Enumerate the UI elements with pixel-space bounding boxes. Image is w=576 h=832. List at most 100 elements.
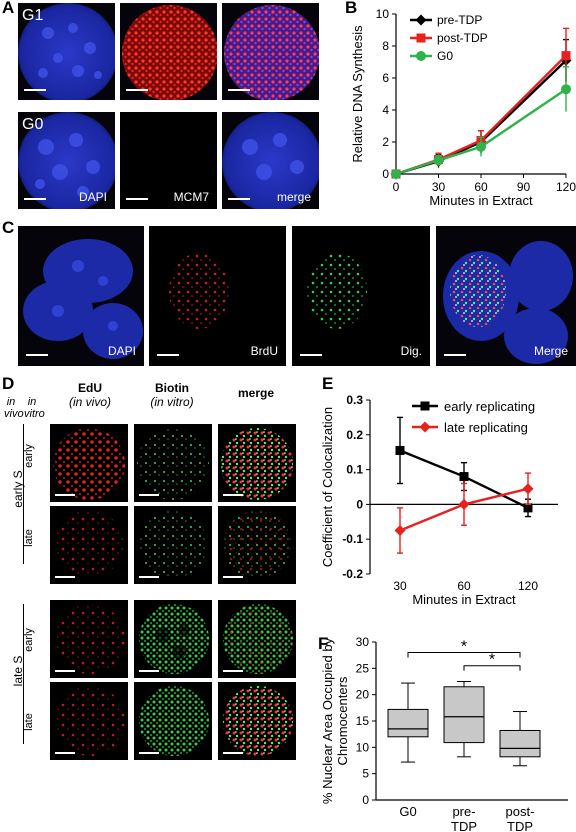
legend-marker [420,401,430,411]
x-axis-label: Minutes in Extract [412,592,516,607]
x-tick-label: 90 [517,180,531,194]
micrograph-d-late-s-late-merge [218,682,296,760]
row-label-early: early [23,628,35,652]
row-label-g0: G0 [22,116,44,133]
scale-bar [55,670,75,672]
micrograph-d-early-s-late-merge [218,506,296,584]
scale-bar [24,89,46,91]
x-tick-label: 60 [457,579,471,593]
y-axis-label: Relative DNA Synthesis [350,25,365,163]
scale-bar [139,576,159,578]
y-tick-label: 15 [356,714,370,728]
y-tick-label: 0 [362,793,369,807]
legend-label: post-TDP [437,31,488,45]
x-tick-label: 30 [393,579,407,593]
micrograph-c-brdu: BrdU [149,226,286,366]
y-tick-label: 5 [362,767,369,781]
data-point [459,472,469,482]
channel-label-merge: Merge [533,344,568,358]
y-tick-label: 2 [382,135,389,149]
box [443,686,485,744]
y-tick-label: -0.1 [342,532,363,546]
scale-bar [228,89,250,91]
header-edu-sub: (in vivo) [68,395,111,409]
micrograph-c-dapi: DAPI [18,226,144,366]
legend-marker [415,14,427,26]
micrograph-a-g0-dapi: G0 DAPI [18,112,115,209]
significance-bracket [407,652,521,658]
micrograph-d-early-s-late-edu [50,506,128,584]
data-point [522,483,534,495]
significance-bracket [463,665,521,671]
x-tick-label: G0 [399,804,416,819]
channel-label-dapi: DAPI [78,190,107,204]
micrograph-d-early-s-early-merge [218,424,296,502]
y-axis-label: Coefficient of Colocalization [320,407,335,567]
header-merge: merge [237,386,275,400]
y-tick-label: -0.2 [342,567,363,581]
channel-label-mcm7: MCM7 [173,190,209,204]
data-point [433,155,444,166]
channel-label-brdu: BrdU [250,344,278,358]
y-tick-label: 0 [356,497,363,511]
data-point [523,503,533,513]
y-tick-label: 4 [382,103,389,117]
panel-letter-d: D [2,374,15,393]
box [387,708,429,738]
scale-bar [223,752,243,754]
data-point [561,51,571,61]
panel-letter-a: A [2,0,15,17]
header-in-vitro: in vitro [24,396,45,420]
scale-bar [26,354,48,356]
data-point [394,525,406,536]
micrograph-d-late-s-late-biotin [134,682,212,760]
panel-letter-b: B [345,0,358,17]
micrograph-d-late-s-late-edu [50,682,128,760]
panel-letter-e: E [322,374,334,393]
scale-bar [444,354,466,356]
y-tick-label: 10 [356,740,370,754]
micrograph-a-g1-mcm7 [120,3,217,100]
significance-star: * [461,639,467,656]
series-line [395,88,567,176]
channel-label-dig: Dig. [400,344,422,358]
scale-bar [223,494,243,496]
scale-bar [24,198,46,200]
x-tick-label: 0 [393,180,400,194]
header-biotin-sub: (in vitro) [150,395,194,409]
group-bracket [23,424,24,564]
header-biotin: Biotin [155,381,189,395]
legend-label: G0 [437,49,453,63]
x-tick-label: 120 [556,180,576,194]
series-G0 [391,66,571,179]
row-label-g1: G1 [22,7,44,24]
legend-marker [416,33,426,43]
row-label-early: early [23,444,35,468]
header-edu: EdU [78,381,102,395]
panel-letter-c: C [2,218,15,237]
scale-bar [55,494,75,496]
micrograph-c-dig: Dig. [292,226,430,366]
header-in-vivo: in vivo [4,396,24,420]
series-pre-TDP [390,38,572,180]
x-tick-label: 120 [518,579,538,593]
data-point [561,84,571,95]
data-point [458,498,470,510]
scale-bar [300,354,322,356]
legend-label: late replicating [444,420,528,435]
micrograph-d-late-s-early-biotin [134,600,212,678]
micrograph-c-merge: Merge [436,226,576,366]
data-point [476,141,486,152]
box [499,729,541,758]
y-tick-label: 0 [382,167,389,181]
micrograph-a-g1-dapi: G1 [18,3,115,100]
row-label-late: late [23,529,35,547]
box-G0 [387,682,429,763]
scale-bar [139,752,159,754]
row-label-late: late [23,713,35,731]
y-tick-label: 10 [376,7,390,21]
channel-label-dapi: DAPI [107,344,136,358]
y-axis-label: % Nuclear Area Occupied byChromocenters [320,637,350,804]
scale-bar [139,670,159,672]
